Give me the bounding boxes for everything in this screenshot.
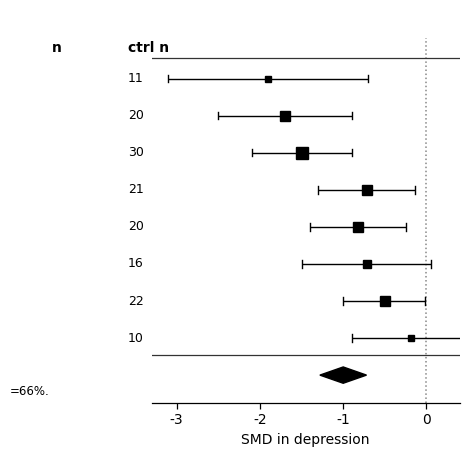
X-axis label: SMD in depression: SMD in depression bbox=[241, 433, 370, 447]
Text: 11: 11 bbox=[128, 72, 144, 85]
Text: ctrl n: ctrl n bbox=[128, 41, 169, 55]
Text: 30: 30 bbox=[128, 146, 144, 159]
Polygon shape bbox=[320, 367, 366, 383]
Text: =66%.: =66%. bbox=[9, 385, 49, 398]
Text: n: n bbox=[52, 41, 62, 55]
Text: 10: 10 bbox=[128, 331, 144, 345]
Text: 22: 22 bbox=[128, 294, 144, 308]
Text: 21: 21 bbox=[128, 183, 144, 196]
Text: 16: 16 bbox=[128, 257, 144, 271]
Text: 20: 20 bbox=[128, 220, 144, 233]
Text: 20: 20 bbox=[128, 109, 144, 122]
